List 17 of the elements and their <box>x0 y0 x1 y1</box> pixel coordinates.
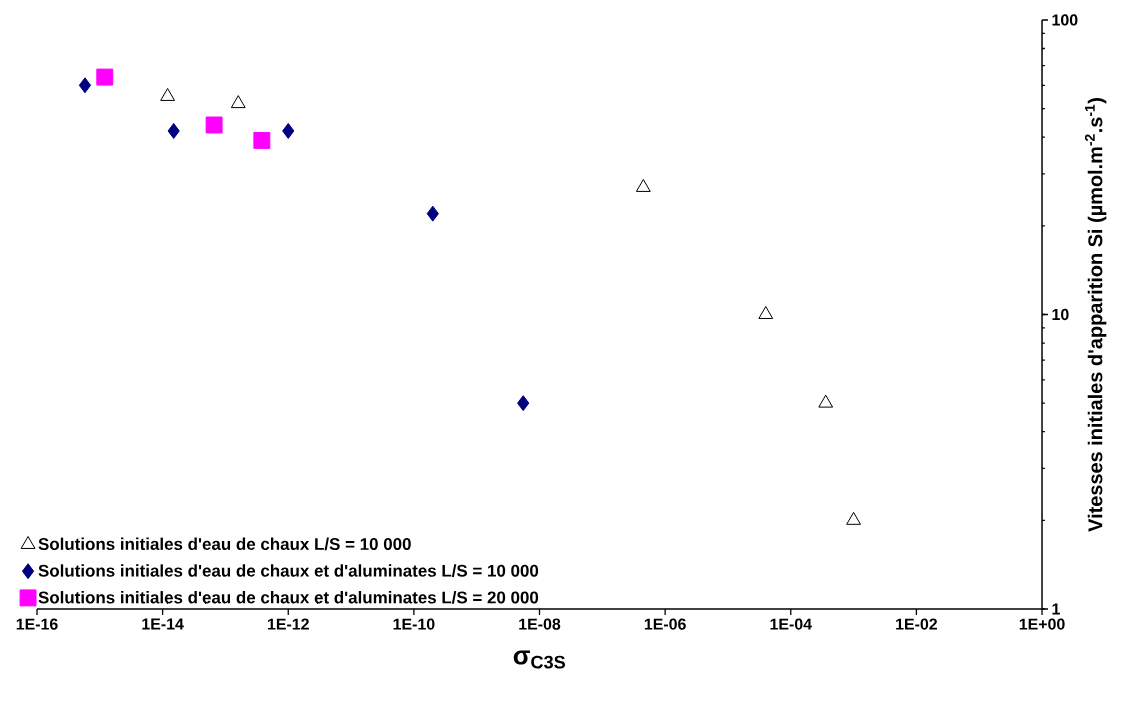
y-tick-label: 1 <box>1052 603 1060 615</box>
x-tick-label: 1E-06 <box>644 618 686 630</box>
x-tick-label: 1E-10 <box>393 618 435 630</box>
y-axis-title: Vitesses initiales d'apparition Si (µmol.m$^{-2}$.s$^{-1}$) <box>1084 98 1107 532</box>
legend-label: Solutions initiales d'eau de chaux et d'aluminates L/S = 10 000 <box>38 564 539 577</box>
x-axis-title: σ$_{C3S}$ <box>513 650 566 669</box>
x-tick-label: 1E+00 <box>1019 618 1065 630</box>
x-tick-label: 1E-08 <box>519 618 561 630</box>
x-tick-label: 1E-16 <box>16 618 58 630</box>
legend-label: Solutions initiales d'eau de chaux L/S = 10 000 <box>38 537 411 551</box>
y-tick-label: 10 <box>1052 308 1069 321</box>
y-tick-label: 100 <box>1052 14 1078 26</box>
x-tick-label: 1E-12 <box>267 618 309 630</box>
x-tick-label: 1E-14 <box>142 618 184 630</box>
legend-label: Solutions initiales d'eau de chaux et d'aluminates L/S = 20 000 <box>38 591 539 604</box>
x-tick-label: 1E-02 <box>896 618 938 630</box>
x-tick-label: 1E-04 <box>770 618 812 630</box>
